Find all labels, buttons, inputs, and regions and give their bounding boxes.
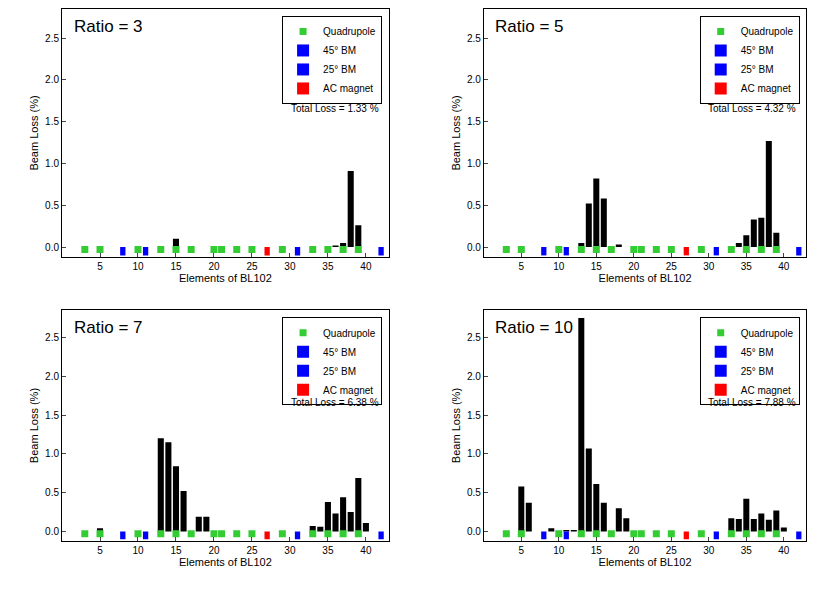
svg-text:15: 15 [170,545,182,556]
svg-text:2.5: 2.5 [45,33,59,44]
svg-text:45° BM: 45° BM [323,347,356,358]
svg-text:Beam Loss (%): Beam Loss (%) [28,95,40,170]
svg-text:1.5: 1.5 [45,116,59,127]
svg-text:2.0: 2.0 [467,371,481,382]
svg-text:Total Loss = 6.38 %: Total Loss = 6.38 % [291,397,379,408]
svg-text:45° BM: 45° BM [741,45,774,56]
svg-text:1.0: 1.0 [45,158,59,169]
svg-text:Quadrupole: Quadrupole [741,328,794,339]
svg-text:1.5: 1.5 [467,410,481,421]
svg-text:25° BM: 25° BM [323,64,356,75]
svg-text:AC magnet: AC magnet [323,83,373,94]
svg-text:0.5: 0.5 [467,487,481,498]
svg-text:20: 20 [208,261,220,272]
svg-text:25: 25 [666,261,678,272]
svg-text:0.5: 0.5 [45,200,59,211]
svg-text:25: 25 [246,545,258,556]
svg-text:2.5: 2.5 [45,332,59,343]
svg-text:40: 40 [778,261,790,272]
svg-text:AC magnet: AC magnet [741,83,791,94]
svg-text:10: 10 [132,545,144,556]
svg-text:40: 40 [778,545,790,556]
svg-text:0.0: 0.0 [45,526,59,537]
svg-text:0.5: 0.5 [467,200,481,211]
svg-text:2.0: 2.0 [467,74,481,85]
svg-text:5: 5 [519,545,525,556]
svg-text:Beam Loss (%): Beam Loss (%) [450,95,462,170]
svg-text:1.5: 1.5 [467,116,481,127]
svg-text:Ratio = 5: Ratio = 5 [495,17,564,36]
svg-text:Elements of BL102: Elements of BL102 [179,556,272,568]
svg-text:5: 5 [519,261,525,272]
svg-text:Total Loss = 4.32 %: Total Loss = 4.32 % [708,103,796,114]
svg-text:35: 35 [322,261,334,272]
svg-text:Beam Loss (%): Beam Loss (%) [450,388,462,463]
svg-text:2.5: 2.5 [467,332,481,343]
svg-text:1.5: 1.5 [45,410,59,421]
svg-text:30: 30 [284,261,296,272]
svg-text:30: 30 [284,545,296,556]
svg-text:Elements of BL102: Elements of BL102 [599,556,692,568]
svg-text:15: 15 [170,261,182,272]
svg-text:10: 10 [553,261,565,272]
svg-text:30: 30 [703,261,715,272]
svg-text:0.0: 0.0 [467,242,481,253]
svg-text:2.0: 2.0 [45,74,59,85]
svg-text:10: 10 [553,545,565,556]
svg-text:Ratio = 10: Ratio = 10 [495,318,573,337]
svg-text:20: 20 [208,545,220,556]
svg-text:Quadrupole: Quadrupole [741,26,794,37]
svg-text:45° BM: 45° BM [323,45,356,56]
svg-text:Ratio = 7: Ratio = 7 [74,318,143,337]
svg-text:40: 40 [360,261,372,272]
svg-text:20: 20 [628,545,640,556]
svg-text:Elements of BL102: Elements of BL102 [599,272,692,284]
svg-text:AC magnet: AC magnet [323,385,373,396]
svg-text:Total Loss = 7.88 %: Total Loss = 7.88 % [708,397,796,408]
svg-text:2.5: 2.5 [467,33,481,44]
svg-text:1.0: 1.0 [467,448,481,459]
svg-text:Total Loss = 1.33 %: Total Loss = 1.33 % [291,103,379,114]
svg-text:5: 5 [97,261,103,272]
svg-text:0.5: 0.5 [45,487,59,498]
svg-text:25: 25 [666,545,678,556]
svg-text:40: 40 [360,545,372,556]
svg-text:Ratio = 3: Ratio = 3 [74,17,143,36]
svg-text:5: 5 [97,545,103,556]
svg-text:0.0: 0.0 [45,242,59,253]
svg-text:10: 10 [132,261,144,272]
svg-text:Quadrupole: Quadrupole [323,26,376,37]
svg-text:25: 25 [246,261,258,272]
svg-text:AC magnet: AC magnet [741,385,791,396]
svg-text:35: 35 [741,261,753,272]
svg-text:25° BM: 25° BM [741,64,774,75]
svg-text:Quadrupole: Quadrupole [323,328,376,339]
svg-text:25° BM: 25° BM [323,366,356,377]
svg-text:35: 35 [322,545,334,556]
svg-text:35: 35 [741,545,753,556]
svg-text:1.0: 1.0 [467,158,481,169]
svg-text:Elements of BL102: Elements of BL102 [179,272,272,284]
svg-text:1.0: 1.0 [45,448,59,459]
svg-text:0.0: 0.0 [467,526,481,537]
svg-text:Beam Loss (%): Beam Loss (%) [28,388,40,463]
svg-text:30: 30 [703,545,715,556]
svg-text:15: 15 [591,261,603,272]
svg-text:20: 20 [628,261,640,272]
svg-text:45° BM: 45° BM [741,347,774,358]
svg-text:2.0: 2.0 [45,371,59,382]
svg-text:25° BM: 25° BM [741,366,774,377]
svg-text:15: 15 [591,545,603,556]
